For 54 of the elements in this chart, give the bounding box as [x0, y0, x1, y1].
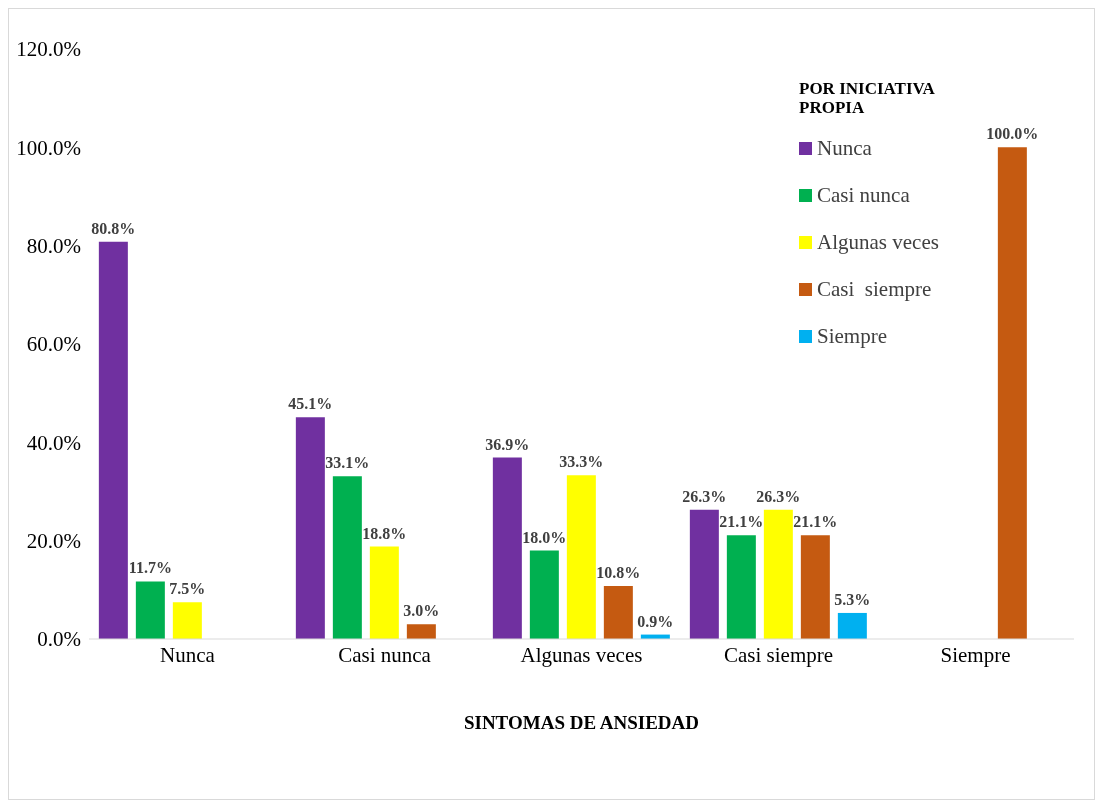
bar	[997, 147, 1027, 639]
y-tick-label: 100.0%	[16, 135, 81, 160]
legend-label: Casi nunca	[817, 183, 910, 208]
bar	[135, 581, 165, 639]
x-tick-label: Casi siempre	[723, 642, 834, 667]
bar	[763, 509, 793, 639]
bar	[566, 475, 596, 639]
bar	[98, 241, 128, 639]
data-label: 21.1%	[719, 513, 764, 531]
y-tick-label: 120.0%	[16, 37, 81, 62]
bar	[295, 417, 325, 639]
data-label: 18.0%	[522, 528, 567, 546]
data-label: 26.3%	[756, 487, 801, 505]
legend-label: Algunas veces	[817, 230, 939, 255]
data-label: 0.9%	[637, 612, 674, 630]
data-label: 26.3%	[682, 487, 727, 505]
x-axis-title: SINTOMAS DE ANSIEDAD	[463, 712, 700, 733]
data-label: 80.8%	[91, 219, 136, 237]
bar	[172, 602, 202, 639]
data-label: 33.3%	[559, 453, 604, 471]
legend-title: POR INICIATIVA PROPIA	[799, 79, 936, 117]
data-label: 18.8%	[362, 524, 407, 542]
data-label: 45.1%	[288, 395, 333, 413]
data-label: 36.9%	[485, 435, 530, 453]
bar	[603, 585, 633, 639]
data-label: 7.5%	[169, 580, 206, 598]
data-label: 10.8%	[596, 563, 641, 581]
y-tick-label: 40.0%	[26, 430, 81, 455]
bar	[369, 546, 399, 639]
bar	[726, 535, 756, 639]
data-label: 5.3%	[834, 590, 871, 608]
x-tick-label: Nunca	[160, 642, 216, 667]
legend-label: Casi siempre	[817, 277, 932, 302]
bar	[800, 535, 830, 639]
y-tick-label: 80.0%	[26, 234, 81, 259]
legend-label: Siempre	[817, 324, 887, 349]
data-label: 100.0%	[986, 125, 1039, 143]
x-tick-label: Algunas veces	[520, 642, 643, 667]
bar	[332, 476, 362, 639]
legend-label: Nunca	[817, 136, 872, 161]
y-tick-label: 20.0%	[26, 529, 81, 554]
data-label: 33.1%	[325, 454, 370, 472]
bar	[492, 457, 522, 639]
bar	[529, 550, 559, 639]
x-tick-label: Casi nunca	[338, 642, 432, 667]
data-label: 11.7%	[128, 559, 172, 577]
bar	[406, 624, 436, 639]
x-tick-label: Siempre	[940, 642, 1011, 667]
bar	[689, 509, 719, 639]
bar	[837, 612, 867, 639]
data-label: 3.0%	[403, 602, 440, 620]
y-tick-label: 60.0%	[26, 332, 81, 357]
y-tick-label: 0.0%	[37, 627, 81, 652]
data-label: 21.1%	[793, 513, 838, 531]
